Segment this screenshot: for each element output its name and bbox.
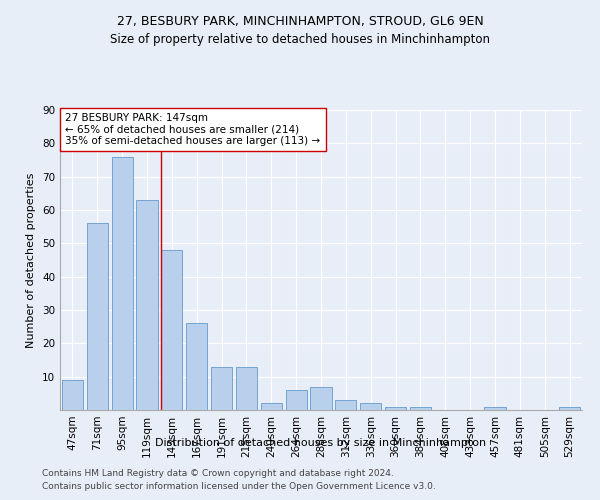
- Bar: [559, 406, 580, 410]
- Bar: [286, 390, 307, 410]
- Text: Contains HM Land Registry data © Crown copyright and database right 2024.: Contains HM Land Registry data © Crown c…: [42, 468, 394, 477]
- Bar: [186, 324, 207, 410]
- Bar: [161, 250, 182, 410]
- Bar: [360, 404, 381, 410]
- Y-axis label: Number of detached properties: Number of detached properties: [26, 172, 37, 348]
- Bar: [136, 200, 158, 410]
- Text: Distribution of detached houses by size in Minchinhampton: Distribution of detached houses by size …: [155, 438, 487, 448]
- Text: 27, BESBURY PARK, MINCHINHAMPTON, STROUD, GL6 9EN: 27, BESBURY PARK, MINCHINHAMPTON, STROUD…: [116, 15, 484, 28]
- Text: 27 BESBURY PARK: 147sqm
← 65% of detached houses are smaller (214)
35% of semi-d: 27 BESBURY PARK: 147sqm ← 65% of detache…: [65, 113, 320, 146]
- Text: Size of property relative to detached houses in Minchinhampton: Size of property relative to detached ho…: [110, 32, 490, 46]
- Bar: [410, 406, 431, 410]
- Bar: [335, 400, 356, 410]
- Bar: [211, 366, 232, 410]
- Bar: [62, 380, 83, 410]
- Bar: [236, 366, 257, 410]
- Bar: [112, 156, 133, 410]
- Bar: [385, 406, 406, 410]
- Bar: [310, 386, 332, 410]
- Bar: [261, 404, 282, 410]
- Text: Contains public sector information licensed under the Open Government Licence v3: Contains public sector information licen…: [42, 482, 436, 491]
- Bar: [87, 224, 108, 410]
- Bar: [484, 406, 506, 410]
